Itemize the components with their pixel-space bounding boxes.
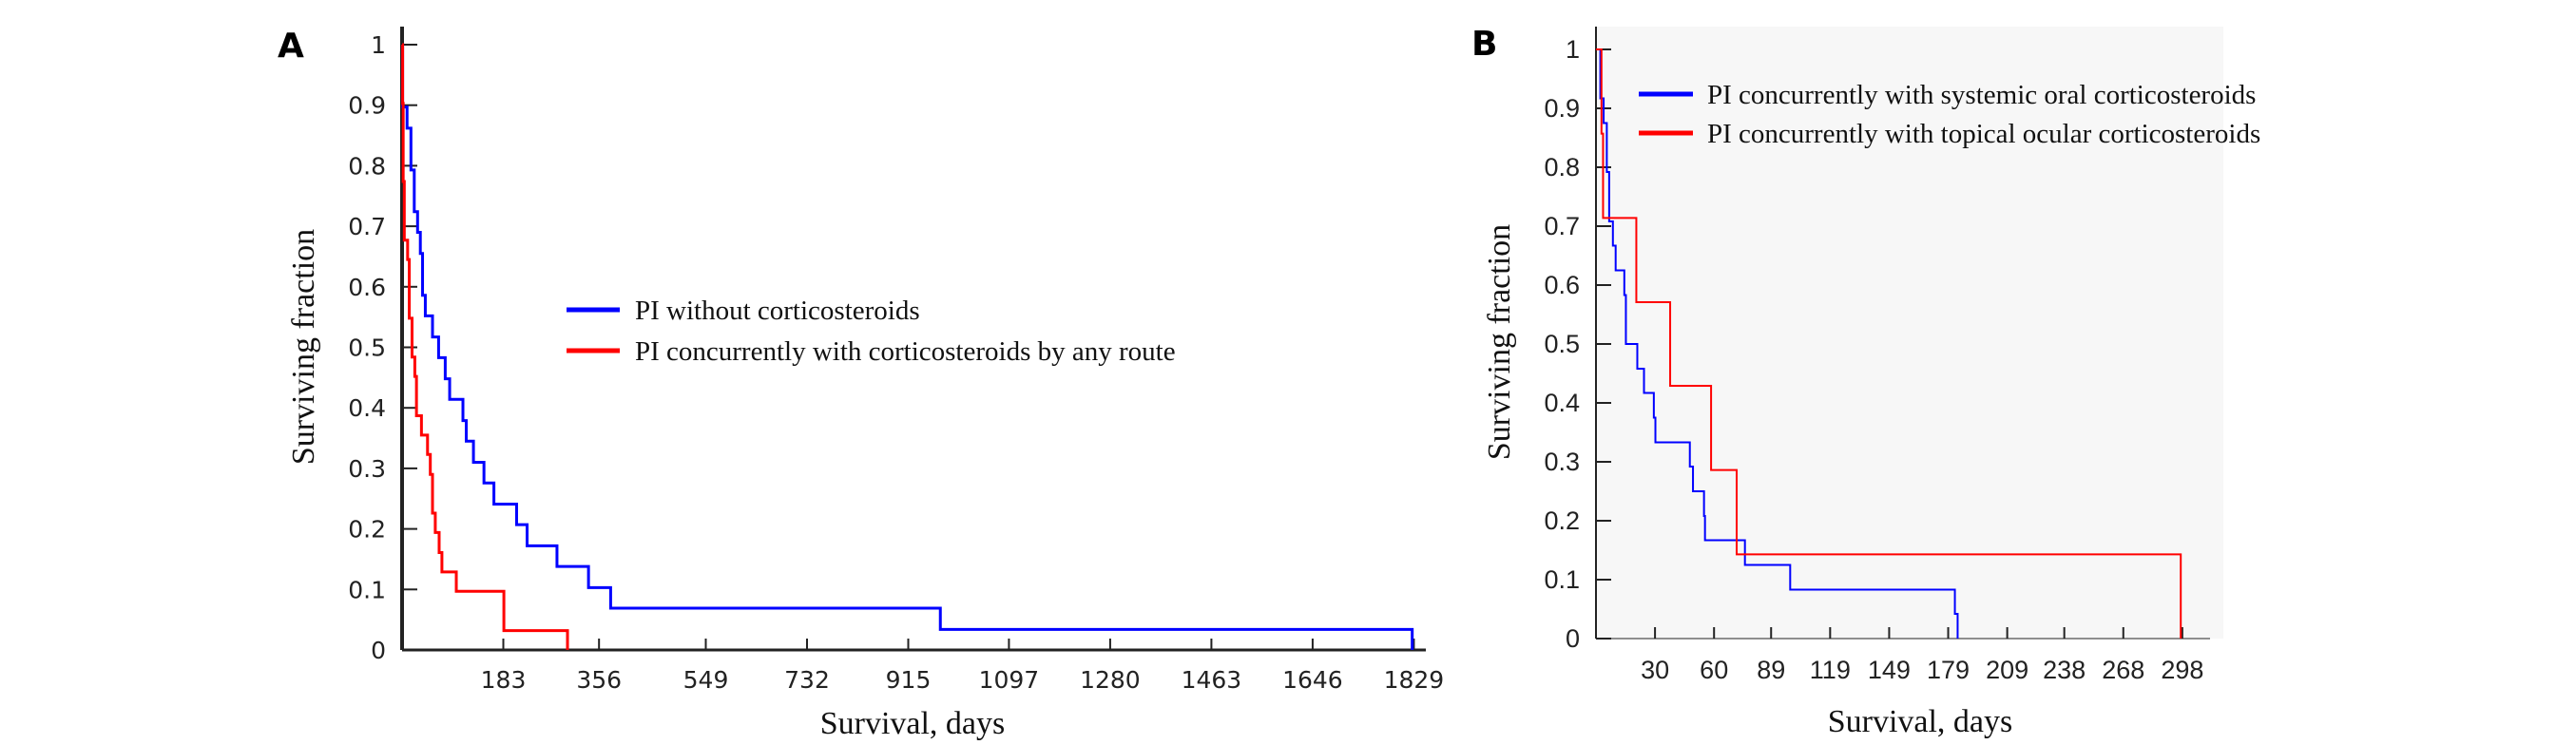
legend-a: PI without corticosteroids PI concurrent… [567, 296, 1176, 367]
legend-label: PI concurrently with corticosteroids by … [635, 336, 1176, 367]
y-tick-label: 0.3 [1544, 448, 1580, 476]
y-tick-label: 0.6 [1544, 271, 1580, 299]
y-tick-label: 0.7 [1544, 212, 1580, 240]
y-tick-label: 0.4 [1544, 389, 1580, 417]
y-tick-label: 0.5 [1544, 330, 1580, 358]
y-tick-label: 0.1 [348, 576, 386, 603]
x-tick-label: 179 [1927, 656, 1970, 684]
y-tick-label: 0.9 [348, 92, 386, 120]
y-tick-label: 0 [1566, 624, 1580, 653]
y-tick-label: 0.8 [1544, 153, 1580, 181]
x-tick-label: 268 [2102, 656, 2144, 684]
x-tick-label: 238 [2043, 656, 2086, 684]
x-axis-title-a: Survival, days [820, 706, 1006, 741]
y-tick-label: 0.7 [348, 213, 386, 240]
y-tick-label: 0.5 [348, 334, 386, 362]
legend-b: PI concurrently with systemic oral corti… [1639, 80, 2260, 149]
panel-label-a: A [278, 27, 304, 66]
y-tick-label: 0.9 [1544, 94, 1580, 123]
x-tick-label: 1646 [1282, 666, 1343, 694]
x-tick-label: 1829 [1384, 666, 1445, 694]
y-tick-label: 0 [371, 637, 386, 664]
plot-area-a: 0 0.1 0.2 0.3 0.4 0.5 0.6 0.7 0.8 0.9 1 183 356 549 73… [348, 27, 1444, 694]
x-tick-label: 183 [481, 666, 527, 694]
legend-label: PI without corticosteroids [635, 296, 920, 326]
legend-label: PI concurrently with topical ocular cort… [1707, 119, 2260, 149]
survival-curve-red [401, 43, 569, 650]
y-tick-label: 1 [1566, 35, 1580, 64]
x-tick-label: 356 [576, 666, 622, 694]
x-tick-label: 209 [1986, 656, 2028, 684]
survival-curve-blue [1596, 48, 1959, 639]
legend-label: PI concurrently with systemic oral corti… [1707, 80, 2256, 110]
y-axis-title-a: Surviving fraction [286, 229, 321, 465]
y-tick-label: 0.2 [1544, 506, 1580, 535]
survival-curve-blue [401, 43, 1414, 650]
x-tick-label: 1280 [1080, 666, 1141, 694]
x-axis-title-b: Survival, days [1828, 704, 2013, 739]
y-tick-label: 0.2 [348, 516, 386, 544]
survival-curve-red [1596, 48, 2182, 639]
panel-a: A Surviving fraction Survival, days 0 0.1… [278, 27, 1444, 741]
x-tick-label: 89 [1757, 656, 1785, 684]
plot-background-b [1596, 27, 2223, 639]
y-tick-label: 0.8 [348, 152, 386, 180]
x-tick-label: 30 [1641, 656, 1669, 684]
y-tick-label: 0.4 [348, 394, 386, 422]
y-tick-label: 0.1 [1544, 565, 1580, 594]
y-tick-label: 0.3 [348, 455, 386, 483]
x-tick-label: 298 [2161, 656, 2203, 684]
y-tick-label: 0.6 [348, 274, 386, 301]
plot-area-b: 0 0.1 0.2 0.3 0.4 0.5 0.6 0.7 0.8 0.9 1 30 60 89 119 14… [1544, 27, 2210, 684]
y-tick-label: 1 [371, 31, 386, 59]
x-tick-label: 1097 [979, 666, 1040, 694]
x-tick-label: 732 [784, 666, 830, 694]
x-tick-label: 119 [1810, 656, 1851, 684]
x-tick-label: 1463 [1182, 666, 1242, 694]
x-tick-label: 915 [886, 666, 932, 694]
x-tick-label: 549 [683, 666, 729, 694]
panel-label-b: B [1471, 25, 1497, 64]
x-tick-label: 149 [1868, 656, 1911, 684]
y-axis-title-b: Surviving fraction [1482, 224, 1517, 460]
panel-b: B Surviving fraction Survival, days 0 0.1… [1471, 25, 2260, 739]
x-tick-label: 60 [1700, 656, 1728, 684]
